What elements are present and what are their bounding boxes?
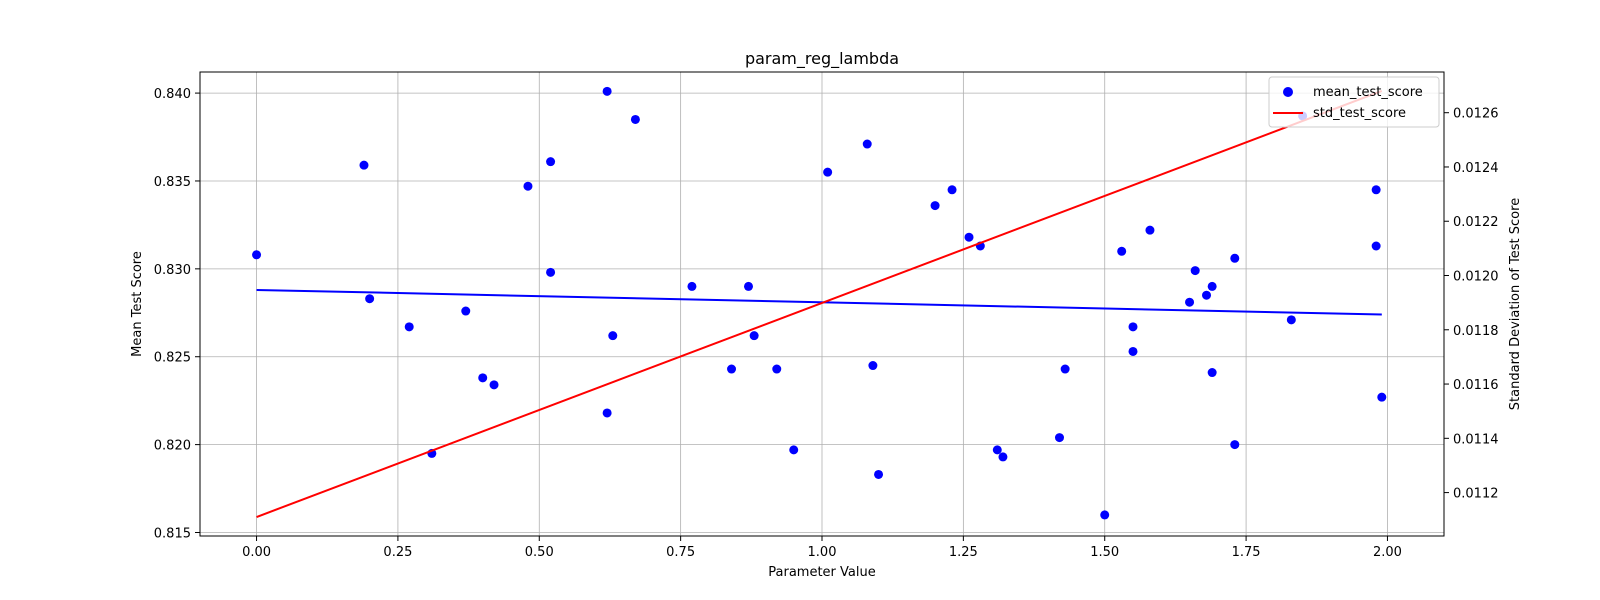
scatter-point [608,331,618,341]
grid-lines [200,72,1444,536]
x-tick-label: 0.50 [525,545,554,560]
scatter-point [868,361,878,371]
mean-trend-line [256,288,1382,316]
scatter-point [1128,322,1138,332]
scatter-point [687,281,697,291]
scatter-point [478,373,488,383]
plot-data [252,86,1387,520]
scatter-point [1117,246,1127,256]
legend-marker-mean-test-score [1283,87,1293,97]
scatter-point [964,232,974,242]
scatter-point [1371,185,1381,195]
scatter-point [743,281,753,291]
scatter-point [252,250,262,260]
y-tick-label: 0.840 [154,87,191,102]
scatter-point [862,139,872,149]
y2-tick-label: 0.0120 [1453,270,1499,285]
x-tick-label: 0.25 [383,545,412,560]
y2-tick-label: 0.0126 [1453,107,1499,122]
scatter-point [789,445,799,455]
scatter-point [874,469,884,479]
y-axis-label: Mean Test Score [130,251,145,357]
y-tick-label: 0.830 [154,263,191,278]
scatter-point [1371,241,1381,251]
legend-label-mean-test-score: mean_test_score [1313,85,1423,100]
legend-box [1268,76,1440,128]
scatter-point [1207,368,1217,378]
x-tick-label: 1.75 [1232,545,1261,560]
x-tick-label: 0.00 [242,545,271,560]
x-tick-label: 2.00 [1373,545,1402,560]
scatter-point [930,201,940,211]
y2-axis-label: Standard Deviation of Test Score [1508,198,1523,410]
y2-tick-label: 0.0112 [1453,487,1499,502]
scatter-point [772,364,782,374]
scatter-point [546,157,556,167]
scatter-point [1145,225,1155,235]
y2-tick-label: 0.0114 [1453,432,1499,447]
scatter-point [1230,253,1240,263]
y-tick-label: 0.835 [154,175,191,190]
scatter-point [365,294,375,304]
scatter-point [1185,297,1195,307]
x-tick-label: 1.50 [1090,545,1119,560]
scatter-point [1230,440,1240,450]
scatter-point [727,364,737,374]
scatter-point [1286,315,1296,325]
scatter-point [1202,290,1212,300]
scatter-point [992,445,1002,455]
y2-tick-label: 0.0116 [1453,378,1499,393]
axes: 0.00 0.25 0.50 0.75 1.00 1.25 1.50 1.75 2.00 0.81… [154,87,1499,560]
scatter-point [1207,281,1217,291]
y2-tick-label: 0.0118 [1453,324,1499,339]
scatter-point [523,181,533,191]
x-tick-label: 1.00 [808,545,837,560]
scatter-point [1190,266,1200,276]
scatter-point [947,185,957,195]
y2-tick-label: 0.0124 [1453,161,1499,176]
scatter-point [1060,364,1070,374]
y-tick-label: 0.820 [154,439,191,454]
scatter-point [359,160,369,170]
scatter-point [1377,392,1387,402]
scatter-point [823,167,833,177]
scatter-point [1054,433,1064,443]
x-axis-label: Parameter Value [768,565,875,580]
scatter-point [602,86,612,96]
legend: mean_test_score std_test_score [1268,76,1440,128]
scatter-point [998,452,1008,462]
scatter-point [1100,510,1110,520]
y2-tick-label: 0.0122 [1453,215,1499,230]
scatter-point [489,380,499,390]
scatter-point [404,322,414,332]
legend-label-std-test-score: std_test_score [1313,106,1406,121]
std-test-score-line [256,90,1383,518]
scatter-point [630,114,640,124]
y-tick-label: 0.825 [154,351,191,366]
x-tick-label: 0.75 [666,545,695,560]
chart-title: param_reg_lambda [745,49,899,69]
scatter-point [602,408,612,418]
scatter-point [1128,346,1138,356]
scatter-point [546,267,556,277]
y-tick-label: 0.815 [154,526,191,541]
x-tick-label: 1.25 [949,545,978,560]
scatter-point [461,306,471,316]
scatter-point [749,331,759,341]
